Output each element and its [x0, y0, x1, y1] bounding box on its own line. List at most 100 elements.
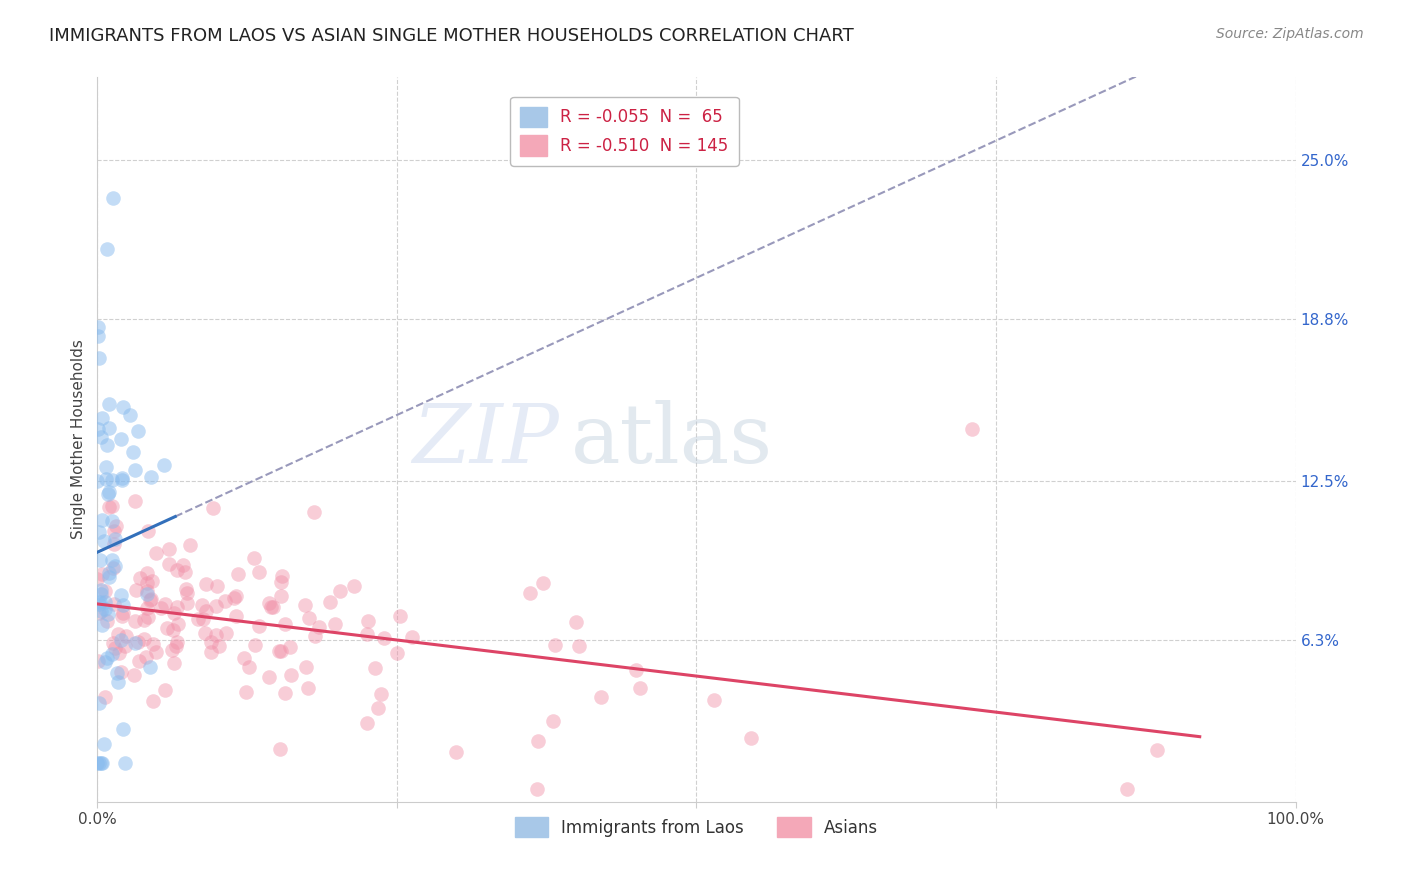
- Point: [245, 638, 267, 652]
- Point: [703, 693, 725, 707]
- Point: [98, 396, 121, 410]
- Point: [132, 613, 155, 627]
- Point: [107, 675, 129, 690]
- Point: [93, 534, 115, 549]
- Point: [104, 641, 127, 656]
- Point: [97, 566, 120, 581]
- Point: [136, 601, 159, 615]
- Point: [90, 583, 112, 598]
- Point: [274, 617, 297, 632]
- Point: [97, 484, 120, 499]
- Point: [167, 616, 190, 631]
- Point: [122, 444, 145, 458]
- Point: [93, 738, 115, 752]
- Point: [87, 597, 110, 611]
- Point: [740, 731, 762, 745]
- Point: [149, 600, 172, 615]
- Point: [271, 569, 294, 583]
- Point: [87, 696, 110, 710]
- Point: [262, 600, 284, 615]
- Point: [103, 191, 125, 205]
- Point: [141, 470, 163, 484]
- Point: [215, 625, 238, 640]
- Point: [101, 473, 124, 487]
- Point: [111, 473, 134, 487]
- Point: [111, 471, 134, 485]
- Point: [90, 587, 112, 601]
- Point: [86, 756, 108, 770]
- Point: [356, 715, 378, 730]
- Point: [226, 567, 249, 582]
- Point: [90, 604, 112, 618]
- Point: [163, 656, 186, 670]
- Point: [86, 572, 108, 586]
- Point: [101, 500, 124, 514]
- Point: [270, 644, 292, 658]
- Point: [101, 636, 124, 650]
- Point: [233, 650, 256, 665]
- Point: [136, 575, 159, 590]
- Point: [193, 612, 215, 626]
- Point: [110, 588, 132, 602]
- Point: [114, 756, 136, 770]
- Point: [319, 595, 342, 609]
- Point: [87, 654, 110, 668]
- Point: [225, 589, 247, 603]
- Point: [87, 524, 110, 539]
- Point: [385, 646, 408, 660]
- Point: [176, 596, 198, 610]
- Point: [297, 681, 319, 695]
- Point: [389, 608, 412, 623]
- Point: [1116, 781, 1139, 796]
- Point: [90, 430, 112, 444]
- Point: [101, 647, 124, 661]
- Text: IMMIGRANTS FROM LAOS VS ASIAN SINGLE MOTHER HOUSEHOLDS CORRELATION CHART: IMMIGRANTS FROM LAOS VS ASIAN SINGLE MOT…: [49, 27, 853, 45]
- Point: [243, 551, 266, 566]
- Point: [110, 633, 132, 648]
- Point: [145, 645, 167, 659]
- Point: [110, 665, 132, 680]
- Point: [298, 611, 321, 625]
- Point: [90, 756, 112, 770]
- Point: [173, 565, 195, 579]
- Point: [179, 538, 201, 552]
- Point: [104, 559, 127, 574]
- Point: [107, 627, 129, 641]
- Point: [94, 583, 117, 598]
- Point: [527, 734, 550, 748]
- Point: [373, 631, 395, 645]
- Point: [97, 421, 120, 435]
- Point: [104, 519, 127, 533]
- Point: [115, 629, 138, 643]
- Point: [526, 781, 548, 796]
- Point: [356, 627, 378, 641]
- Point: [103, 536, 125, 550]
- Point: [280, 668, 302, 682]
- Point: [101, 514, 124, 528]
- Point: [91, 411, 114, 425]
- Point: [364, 661, 387, 675]
- Point: [145, 546, 167, 560]
- Point: [135, 649, 157, 664]
- Point: [87, 422, 110, 436]
- Point: [155, 683, 177, 698]
- Point: [124, 636, 146, 650]
- Legend: Immigrants from Laos, Asians: Immigrants from Laos, Asians: [508, 810, 884, 844]
- Point: [111, 401, 134, 415]
- Point: [136, 610, 159, 624]
- Point: [108, 646, 131, 660]
- Point: [624, 663, 647, 677]
- Point: [98, 570, 121, 584]
- Point: [93, 655, 115, 669]
- Point: [195, 604, 218, 618]
- Point: [157, 558, 180, 572]
- Point: [89, 553, 111, 567]
- Point: [139, 591, 162, 606]
- Point: [172, 558, 194, 572]
- Point: [112, 606, 135, 620]
- Point: [97, 607, 120, 621]
- Point: [200, 644, 222, 658]
- Point: [531, 576, 554, 591]
- Point: [114, 639, 136, 653]
- Point: [565, 615, 588, 629]
